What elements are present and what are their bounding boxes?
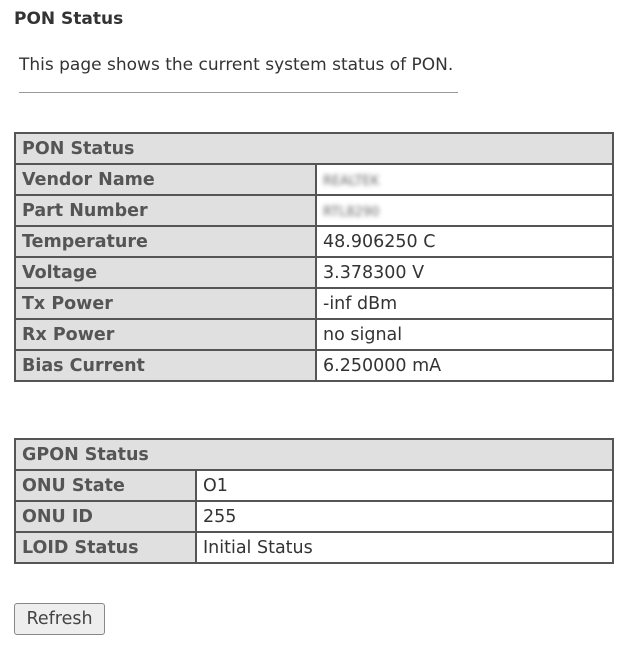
row-value: -inf dBm — [315, 287, 614, 320]
row-value: REALTEK — [315, 163, 614, 196]
row-value: O1 — [195, 469, 614, 502]
part-number-blurred: RTL8290 — [323, 204, 380, 220]
row-value: 6.250000 mA — [315, 349, 614, 382]
table-header: GPON Status — [14, 438, 614, 471]
gpon-status-table: GPON Status ONU State O1 ONU ID 255 LOID S… — [14, 438, 614, 564]
table-row: Tx Power -inf dBm — [14, 287, 614, 320]
row-value: 3.378300 V — [315, 256, 614, 289]
table-row: LOID Status Initial Status — [14, 531, 614, 564]
row-label: Part Number — [14, 194, 317, 227]
row-label: LOID Status — [14, 531, 197, 564]
row-value: Initial Status — [195, 531, 614, 564]
table-row: Voltage 3.378300 V — [14, 256, 614, 289]
row-value: RTL8290 — [315, 194, 614, 227]
table-row: Part Number RTL8290 — [14, 194, 614, 227]
row-value: 48.906250 C — [315, 225, 614, 258]
pon-status-table: PON Status Vendor Name REALTEK Part Numbe… — [14, 132, 614, 382]
table-row: ONU State O1 — [14, 469, 614, 502]
table-row: Vendor Name REALTEK — [14, 163, 614, 196]
page-description: This page shows the current system statu… — [19, 55, 454, 75]
row-label: Bias Current — [14, 349, 317, 382]
divider — [19, 92, 458, 93]
table-row: Bias Current 6.250000 mA — [14, 349, 614, 382]
table-row: Rx Power no signal — [14, 318, 614, 351]
row-value: 255 — [195, 500, 614, 533]
table-header: PON Status — [14, 132, 614, 165]
row-value: no signal — [315, 318, 614, 351]
page-title: PON Status — [14, 9, 124, 29]
row-label: Temperature — [14, 225, 317, 258]
row-label: ONU ID — [14, 500, 197, 533]
row-label: Vendor Name — [14, 163, 317, 196]
refresh-button[interactable]: Refresh — [14, 603, 105, 635]
row-label: Tx Power — [14, 287, 317, 320]
vendor-name-blurred: REALTEK — [323, 173, 380, 189]
table-row: Temperature 48.906250 C — [14, 225, 614, 258]
row-label: Rx Power — [14, 318, 317, 351]
table-row: ONU ID 255 — [14, 500, 614, 533]
row-label: Voltage — [14, 256, 317, 289]
row-label: ONU State — [14, 469, 197, 502]
